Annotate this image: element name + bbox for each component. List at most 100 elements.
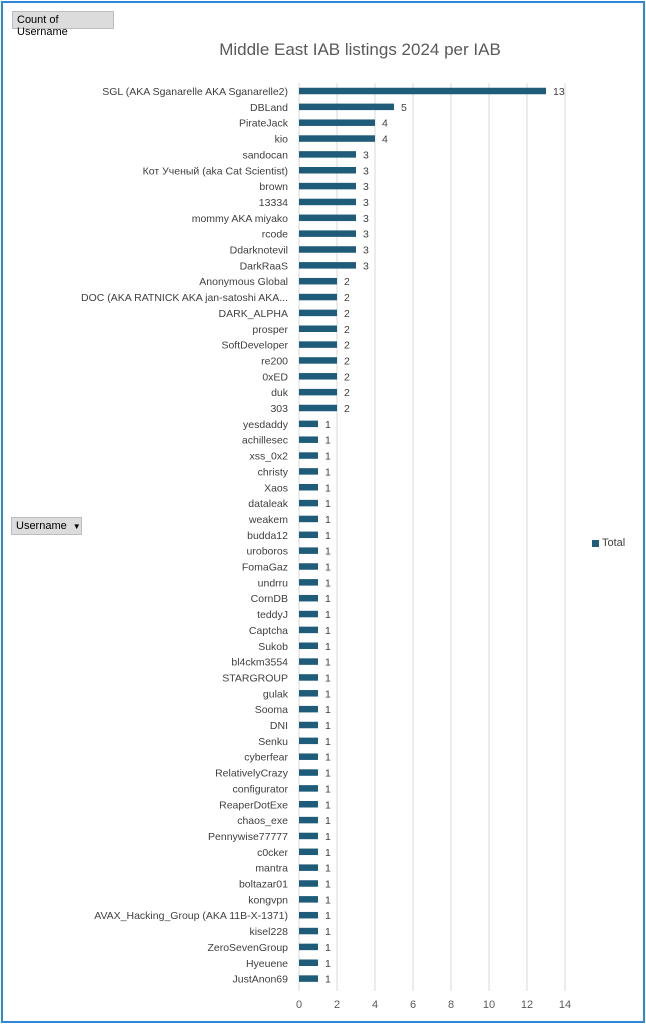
bar xyxy=(299,626,318,634)
bar xyxy=(299,404,337,412)
bar xyxy=(299,468,318,475)
row-field-dropdown[interactable]: Username ▼ xyxy=(11,517,82,535)
bar xyxy=(299,721,318,729)
x-tick-label: 6 xyxy=(410,999,416,1011)
bar xyxy=(299,563,318,570)
data-label: 2 xyxy=(344,340,350,352)
bar xyxy=(299,198,356,206)
category-label: mommy AKA miyako xyxy=(192,213,288,225)
data-label: 1 xyxy=(325,688,331,700)
bar xyxy=(299,230,356,237)
bar xyxy=(299,690,318,697)
data-label: 1 xyxy=(325,498,331,510)
bar xyxy=(299,547,318,554)
category-label: STARGROUP xyxy=(222,672,288,684)
data-label: 3 xyxy=(363,165,369,177)
data-label: 1 xyxy=(325,435,331,447)
category-label: bl4ckm3554 xyxy=(231,657,288,669)
category-label: cyberfear xyxy=(244,752,288,764)
bar xyxy=(299,373,337,380)
bar xyxy=(299,167,356,174)
data-label: 1 xyxy=(325,799,331,811)
bar xyxy=(299,880,318,887)
bar xyxy=(299,769,318,776)
category-label: gulak xyxy=(263,688,289,700)
data-label: 2 xyxy=(344,292,350,304)
category-label: kio xyxy=(275,134,289,146)
data-label: 1 xyxy=(325,577,331,589)
category-label: budda12 xyxy=(247,530,288,542)
category-label: configurator xyxy=(233,783,289,795)
data-label: 2 xyxy=(344,387,350,399)
bar xyxy=(299,753,318,760)
category-label: uroboros xyxy=(247,546,288,558)
category-label: SGL (AKA Sganarelle AKA Sganarelle2) xyxy=(102,86,288,98)
data-label: 3 xyxy=(363,197,369,209)
category-label: weakem xyxy=(248,514,288,526)
category-label: JustAnon69 xyxy=(233,974,289,986)
category-label: SoftDeveloper xyxy=(221,340,288,352)
x-tick-label: 4 xyxy=(372,999,378,1011)
x-tick-label: 8 xyxy=(448,999,454,1011)
bar xyxy=(299,420,318,428)
data-label: 3 xyxy=(363,229,369,241)
category-label: Xaos xyxy=(264,482,288,494)
bar xyxy=(299,103,394,111)
data-label: 3 xyxy=(363,149,369,161)
data-label: 1 xyxy=(325,736,331,748)
data-label: 1 xyxy=(325,942,331,954)
bar xyxy=(299,357,337,364)
category-label: Senku xyxy=(258,736,288,748)
bar xyxy=(299,959,318,966)
data-label: 5 xyxy=(401,102,407,114)
category-label: chaos_exe xyxy=(237,815,288,827)
data-label: 2 xyxy=(344,308,350,320)
bar xyxy=(299,388,337,396)
category-label: prosper xyxy=(252,324,288,336)
data-label: 1 xyxy=(325,625,331,637)
bar xyxy=(299,848,318,856)
data-label: 1 xyxy=(325,419,331,431)
bar xyxy=(299,927,318,935)
bar xyxy=(299,452,318,459)
category-label: kongvpn xyxy=(248,894,288,906)
category-label: RelativelyCrazy xyxy=(215,768,289,780)
bar xyxy=(299,151,356,158)
data-label: 1 xyxy=(325,530,331,542)
bar xyxy=(299,642,318,649)
bar xyxy=(299,87,546,95)
category-label: Anonymous Global xyxy=(199,276,288,288)
data-label: 2 xyxy=(344,276,350,288)
data-label: 1 xyxy=(325,783,331,795)
category-label: DBLand xyxy=(250,102,288,114)
category-label: christy xyxy=(258,466,289,478)
bar xyxy=(299,246,356,253)
data-label: 3 xyxy=(363,260,369,272)
category-label: Кот Ученый (aka Cat Scientist) xyxy=(143,165,288,177)
category-label: Captcha xyxy=(249,625,288,637)
category-label: Hyeuene xyxy=(246,958,288,970)
bar xyxy=(299,911,318,919)
data-label: 1 xyxy=(325,752,331,764)
value-field-button[interactable]: Count of Username xyxy=(12,11,114,38)
bar xyxy=(299,785,318,792)
bar xyxy=(299,277,337,285)
bar xyxy=(299,658,318,665)
bar xyxy=(299,864,318,871)
bar xyxy=(299,309,337,317)
data-label: 4 xyxy=(382,118,388,130)
bar xyxy=(299,816,318,824)
data-label: 1 xyxy=(325,514,331,526)
bar xyxy=(299,182,356,190)
bar xyxy=(299,262,356,269)
category-label: mantra xyxy=(255,863,288,875)
bar xyxy=(299,436,318,443)
bar xyxy=(299,610,318,618)
data-label: 1 xyxy=(325,641,331,653)
category-label: teddyJ xyxy=(257,609,288,621)
data-label: 1 xyxy=(325,593,331,605)
category-label: PirateJack xyxy=(239,118,289,130)
category-label: 0xED xyxy=(262,371,288,383)
category-label: sandocan xyxy=(242,149,288,161)
category-label: 13334 xyxy=(259,197,288,209)
